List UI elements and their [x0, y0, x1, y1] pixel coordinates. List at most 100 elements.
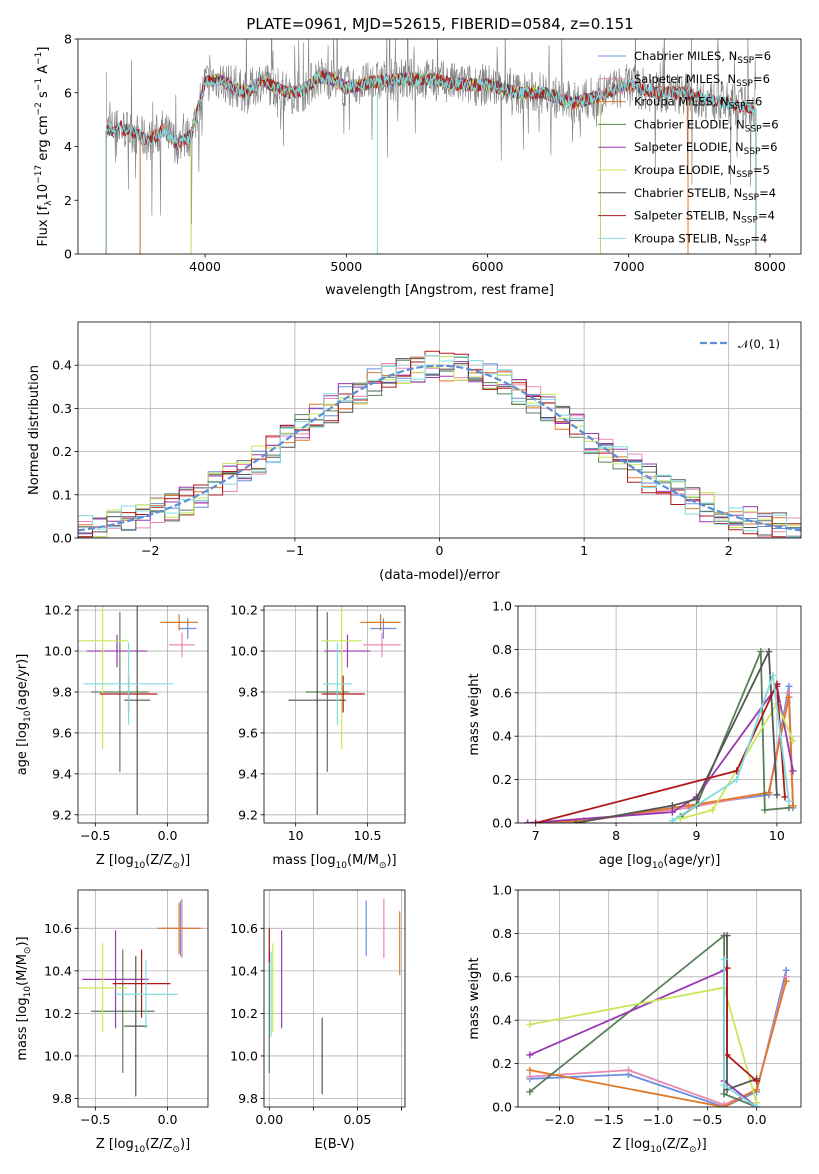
x-tick-label: 9 — [693, 828, 701, 843]
y-tick-label: 0.8 — [492, 926, 512, 941]
weight-marker — [757, 648, 765, 656]
y-axis-label: Normed distribution — [27, 365, 42, 495]
grid — [78, 606, 208, 823]
y-tick-label: 10.6 — [44, 921, 72, 936]
plot-area — [526, 932, 790, 1107]
legend-entry: Chabrier STELIB, NSSP=4 — [634, 186, 776, 203]
weight-marker — [785, 804, 793, 812]
x-axis-label: mass [log10(M/M⊙)] — [272, 853, 396, 871]
y-tick-label: 8 — [64, 32, 72, 47]
x-tick-label: −1 — [286, 543, 304, 558]
x-tick-label: 8000 — [754, 259, 786, 274]
weight-marker — [789, 737, 797, 745]
weight-marker — [692, 795, 700, 803]
y-tick-label: 10.0 — [230, 1048, 258, 1063]
normal-curve — [78, 364, 801, 532]
legend: Chabrier MILES, NSSP=6 Salpeter MILES, NS… — [598, 49, 779, 248]
weight-series-s_elodie — [524, 682, 797, 823]
plot-area — [78, 898, 203, 1097]
ticks: 0.00 0.05 9.8 10.0 10.2 10.4 10.6 — [230, 921, 402, 1127]
x-axis-label: Z [log10(Z/Z⊙)] — [96, 853, 190, 871]
weight-marker — [524, 819, 532, 823]
histogram-k_stelib — [78, 355, 801, 538]
x-axis-label: Z [log10(Z/Z⊙)] — [612, 1137, 706, 1155]
weight-marker — [785, 682, 793, 690]
errorbar-point-k_miles — [157, 902, 201, 954]
weight-marker — [720, 955, 728, 963]
y-tick-label: 2 — [64, 193, 72, 208]
y-tick-label: 4 — [64, 139, 72, 154]
y-tick-label: 0.8 — [492, 642, 512, 657]
x-tick-label: 1 — [580, 543, 588, 558]
y-tick-label: 0.2 — [492, 772, 512, 787]
x-tick-label: 4000 — [189, 259, 221, 274]
errorbar-point-k_stelib — [83, 642, 174, 725]
weight-marker — [789, 767, 797, 775]
x-tick-label: 10 — [288, 828, 304, 843]
weight-series-c_stelib — [572, 648, 781, 823]
x-axis-label: (data-model)/error — [379, 568, 500, 583]
weight-marker — [532, 819, 540, 823]
weight-marker — [526, 1073, 534, 1081]
x-tick-label: −0.5 — [692, 1112, 722, 1127]
y-tick-label: 9.2 — [52, 807, 72, 822]
axes-frame — [263, 889, 406, 1108]
x-tick-label: −2 — [141, 543, 159, 558]
plot-area — [524, 648, 797, 823]
x-tick-label: −0.5 — [80, 1112, 110, 1127]
y-tick-label: 1.0 — [492, 599, 512, 614]
x-axis-label: wavelength [Angstrom, rest frame] — [325, 283, 554, 298]
errorbar-point-k_elodie — [78, 943, 128, 1033]
y-tick-label: 9.8 — [52, 684, 72, 699]
plot-area — [105, 39, 757, 254]
legend-entry: Kroupa MILES, NSSP=6 — [634, 95, 762, 112]
y-tick-label: 10.2 — [230, 1006, 258, 1021]
weight-marker — [572, 819, 580, 823]
y-tick-label: 0 — [64, 247, 72, 262]
errorbar-point-k_stelib — [114, 960, 178, 1029]
y-tick-label: 9.8 — [52, 1091, 72, 1106]
y-axis-label: mass [log10(M/M⊙)] — [15, 936, 33, 1060]
x-tick-label: 7000 — [613, 259, 645, 274]
weight-series-s_miles — [524, 689, 797, 823]
ticks: −2 −1 0 1 2 0.0 0.1 0.2 0.3 0.4 — [52, 358, 733, 558]
weight-line — [529, 968, 758, 1107]
ticks: −0.5 0.0 9.2 9.4 9.6 9.8 10.0 10.2 — [44, 603, 177, 843]
weight-line — [527, 692, 794, 823]
weight-marker — [773, 791, 781, 799]
y-tick-label: 10.4 — [44, 963, 72, 978]
x-tick-label: 0.0 — [747, 1112, 767, 1127]
x-tick-label: −1.0 — [643, 1112, 673, 1127]
y-tick-label: 0.6 — [492, 685, 512, 700]
x-tick-label: −2.0 — [544, 1112, 574, 1127]
weight-series-k_elodie — [526, 984, 761, 1107]
x-tick-label: 0.0 — [158, 828, 178, 843]
y-tick-label: 10.2 — [230, 603, 258, 618]
weight-marker — [753, 1086, 761, 1094]
weight-line — [529, 980, 788, 1107]
weight-marker — [761, 806, 769, 814]
y-tick-label: 10.0 — [44, 1048, 72, 1063]
ticks: 7 8 9 10 0.0 0.2 0.4 0.6 0.8 1.0 — [492, 599, 785, 844]
errorbar-point-k_elodie — [78, 606, 129, 750]
legend-entry: Chabrier MILES, NSSP=6 — [634, 49, 771, 66]
x-tick-label: −1.5 — [594, 1112, 624, 1127]
x-tick-label: 0 — [436, 543, 444, 558]
plot-area — [78, 350, 801, 538]
x-tick-label: 10.5 — [354, 828, 382, 843]
x-tick-label: 2 — [725, 543, 733, 558]
errorbar-point-c_stelib — [124, 955, 148, 1097]
ticks: −2.0 −1.5 −1.0 −0.5 0.0 0.0 0.2 0.4 0.6 0.8 1.0 — [492, 883, 766, 1128]
legend-entry: Kroupa ELODIE, NSSP=5 — [634, 163, 770, 180]
y-tick-label: 0.0 — [52, 531, 72, 546]
legend-entry: Salpeter STELIB, NSSP=4 — [634, 209, 775, 226]
legend-entry: Salpeter ELODIE, NSSP=6 — [634, 140, 777, 157]
errorbar-point-k_elodie — [321, 606, 362, 750]
x-axis-label: Z [log10(Z/Z⊙)] — [96, 1137, 190, 1155]
errorbar-point-s_elodie — [86, 634, 148, 668]
y-tick-label: 6 — [64, 85, 72, 100]
x-tick-label: 5000 — [330, 259, 362, 274]
weight-marker — [785, 693, 793, 701]
x-tick-label: 10 — [769, 828, 785, 843]
weight-series-k_stelib — [668, 671, 793, 823]
